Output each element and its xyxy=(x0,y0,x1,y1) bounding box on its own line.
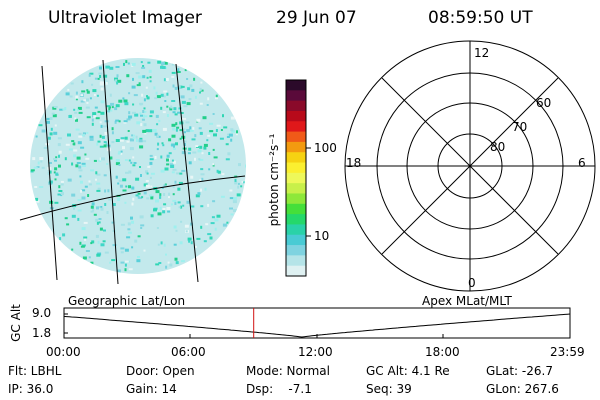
colorbar-segment xyxy=(286,162,306,174)
door-label: Door: Open xyxy=(126,364,195,378)
colorbar-segment xyxy=(286,152,306,164)
ip-label: IP: 36.0 xyxy=(8,382,54,396)
colorbar-segment xyxy=(286,121,306,133)
time-label: 08:59:50 UT xyxy=(428,8,533,28)
timeline-frame xyxy=(63,307,571,339)
glat-label: GLat: -26.7 xyxy=(486,364,553,378)
colorbar-segment xyxy=(286,141,306,153)
date-label: 29 Jun 07 xyxy=(276,8,357,28)
lat-lon-grid xyxy=(19,59,246,285)
meridian-line xyxy=(175,63,199,283)
timeline-right-title: Apex MLat/MLT xyxy=(422,294,512,308)
lat-label-80: 80 xyxy=(490,140,506,154)
colorbar-segment xyxy=(286,183,306,195)
timeline-xtick: 23:59 xyxy=(550,345,585,359)
timeline-xtick: 00:00 xyxy=(46,345,81,359)
meridian-line xyxy=(102,59,119,285)
timeline-xtick: 18:00 xyxy=(425,345,460,359)
meridian-line xyxy=(41,65,58,281)
timeline-xtick: 06:00 xyxy=(171,345,206,359)
gc-alt-label: GC Alt: 4.1 Re xyxy=(366,364,450,378)
timeline-ylabel: GC Alt xyxy=(9,304,23,342)
timeline-ytick-low: 1.8 xyxy=(32,326,52,340)
colorbar-segment xyxy=(286,234,306,246)
colorbar-segment xyxy=(286,110,306,122)
mode-label: Mode: Normal xyxy=(246,364,330,378)
colorbar-segment xyxy=(286,131,306,143)
colorbar-frame xyxy=(285,79,307,277)
gain-label: Gain: 14 xyxy=(126,382,177,396)
colorbar-segment xyxy=(286,80,306,91)
mlt-label-0: 0 xyxy=(468,276,476,290)
instrument-title: Ultraviolet Imager xyxy=(48,8,202,28)
geographic-image xyxy=(19,58,246,285)
timeline-xtick: 12:00 xyxy=(298,345,333,359)
timeline-ticks xyxy=(63,313,571,338)
seq-label: Seq: 39 xyxy=(366,382,412,396)
colorbar-label-10: 10 xyxy=(314,229,330,243)
glon-label: GLon: 267.6 xyxy=(486,382,559,396)
colorbar xyxy=(285,79,311,277)
timeline-plot xyxy=(63,307,571,339)
timeline-left-title: Geographic Lat/Lon xyxy=(68,294,186,308)
gc-alt-curve xyxy=(63,313,571,338)
mlt-label-6: 6 xyxy=(578,156,586,170)
mlt-diagonal xyxy=(381,77,559,255)
colorbar-segment xyxy=(286,214,306,226)
mlt-label-12: 12 xyxy=(474,46,490,60)
colorbar-segment xyxy=(286,203,306,215)
colorbar-segment xyxy=(286,245,306,256)
lat-label-60: 60 xyxy=(536,96,552,110)
mlt-label-18: 18 xyxy=(346,156,362,170)
parallel-line xyxy=(19,175,246,221)
colorbar-segment xyxy=(286,100,306,112)
filter-label: Flt: LBHL xyxy=(8,364,62,378)
colorbar-segment xyxy=(286,193,306,205)
colorbar-segment xyxy=(286,265,306,277)
colorbar-segment xyxy=(286,255,306,267)
polar-plot xyxy=(344,40,596,292)
timeline-ytick-high: 9.0 xyxy=(32,306,52,320)
lat-label-70: 70 xyxy=(512,120,528,134)
colorbar-segment xyxy=(286,224,306,236)
colorbar-label-100: 100 xyxy=(314,141,337,155)
colorbar-segment xyxy=(286,172,306,184)
dsp-label: Dsp: -7.1 xyxy=(246,382,312,396)
colorbar-unit-label: photon cm⁻²s⁻¹ xyxy=(267,133,281,227)
emission-speckle xyxy=(30,60,246,273)
colorbar-segment xyxy=(286,90,306,102)
